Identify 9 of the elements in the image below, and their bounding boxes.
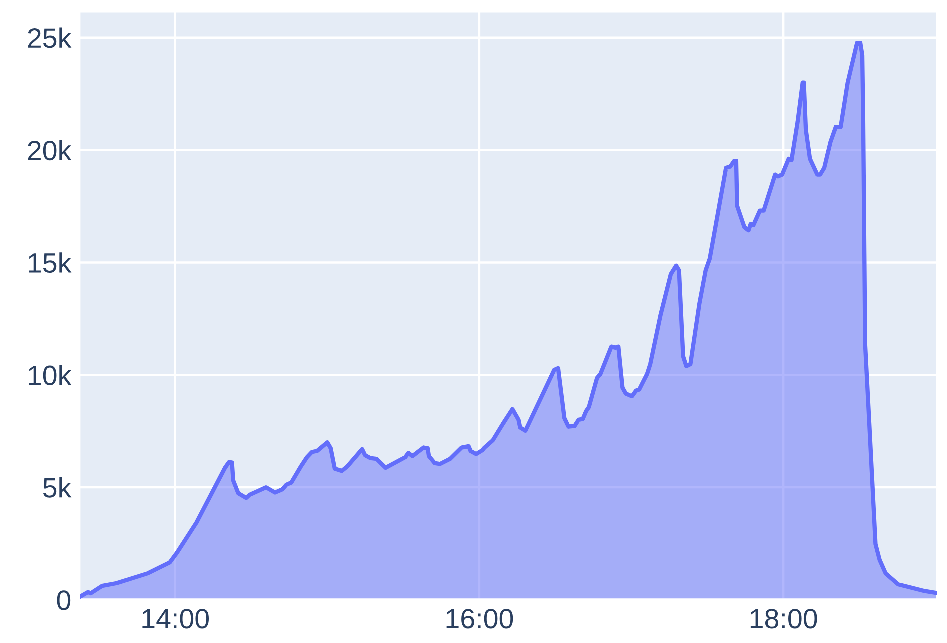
- y-tick-label: 25k: [28, 28, 72, 48]
- x-tick-label: 16:00: [446, 609, 514, 629]
- y-tick-label: 10k: [29, 365, 72, 386]
- y-tick-label: 20k: [28, 140, 72, 161]
- y-tick-label: 15k: [29, 252, 72, 274]
- x-tick-label: 18:00: [750, 609, 818, 629]
- y-tick-label: 0: [57, 590, 71, 610]
- x-tick-label: 14:00: [142, 609, 210, 629]
- y-tick-label: 5k: [43, 478, 72, 498]
